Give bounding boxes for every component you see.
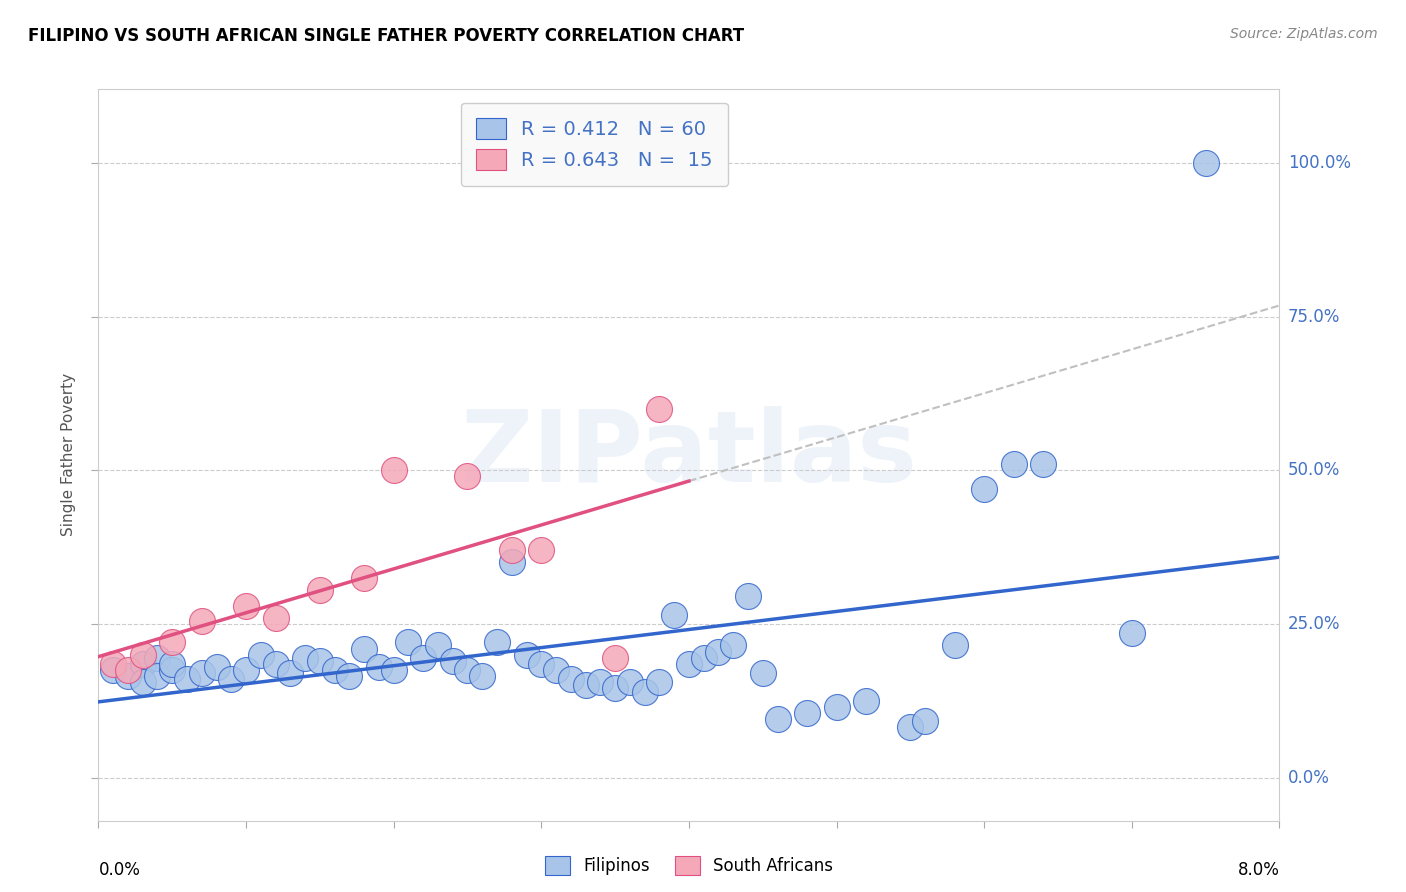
Point [412,650,434,665]
Point [855,694,877,708]
Point [678,657,700,671]
Point [633,684,655,698]
Text: FILIPINO VS SOUTH AFRICAN SINGLE FATHER POVERTY CORRELATION CHART: FILIPINO VS SOUTH AFRICAN SINGLE FATHER … [28,27,744,45]
Point [205,660,228,674]
Point [191,614,214,628]
Point [117,663,139,677]
Point [456,469,478,483]
Point [308,654,332,668]
Point [382,663,405,677]
Point [943,639,966,653]
Point [132,675,155,690]
Point [353,571,375,585]
Point [501,556,523,570]
Point [898,720,921,734]
Point [250,648,273,662]
Point [530,657,553,671]
Text: 50.0%: 50.0% [1288,461,1340,479]
Point [605,681,627,696]
Text: 8.0%: 8.0% [1237,861,1279,879]
Point [353,641,375,656]
Point [574,678,596,692]
Point [264,611,287,625]
Point [914,714,936,728]
Point [973,482,995,496]
Point [456,663,478,677]
Point [162,635,183,649]
Point [501,543,523,558]
Point [1002,457,1025,471]
Point [619,675,641,690]
Point [648,675,671,690]
Point [382,463,405,477]
Point [485,635,508,649]
Point [132,657,155,671]
Point [605,650,627,665]
Point [751,666,773,681]
Legend: Filipinos, South Africans: Filipinos, South Africans [538,850,839,882]
Point [664,607,686,622]
Point [103,657,124,671]
Point [707,645,730,659]
Point [1194,156,1216,170]
Text: 100.0%: 100.0% [1288,154,1351,172]
Text: 0.0%: 0.0% [1288,769,1330,787]
Text: Source: ZipAtlas.com: Source: ZipAtlas.com [1230,27,1378,41]
Point [176,673,198,687]
Point [441,654,464,668]
Point [146,650,169,665]
Point [766,712,789,726]
Point [589,675,612,690]
Point [219,673,242,687]
Point [426,639,449,653]
Text: 75.0%: 75.0% [1288,308,1340,326]
Point [693,650,716,665]
Point [544,663,567,677]
Point [294,650,316,665]
Point [396,635,419,649]
Point [530,543,553,558]
Point [162,663,183,677]
Point [278,666,301,681]
Point [796,706,818,720]
Y-axis label: Single Father Poverty: Single Father Poverty [60,374,76,536]
Point [132,648,155,662]
Point [560,673,582,687]
Text: 25.0%: 25.0% [1288,615,1340,633]
Point [721,639,744,653]
Point [264,657,287,671]
Point [471,669,494,683]
Point [1121,626,1143,640]
Point [1032,457,1054,471]
Text: 0.0%: 0.0% [98,861,141,879]
Point [825,700,848,714]
Point [515,648,537,662]
Point [235,663,257,677]
Text: ZIPatlas: ZIPatlas [461,407,917,503]
Point [162,657,183,671]
Point [117,669,139,683]
Point [337,669,360,683]
Point [308,583,332,598]
Point [737,589,759,603]
Point [103,663,124,677]
Point [191,666,214,681]
Point [235,599,257,613]
Point [367,660,389,674]
Point [648,401,671,416]
Point [323,663,346,677]
Point [146,669,169,683]
